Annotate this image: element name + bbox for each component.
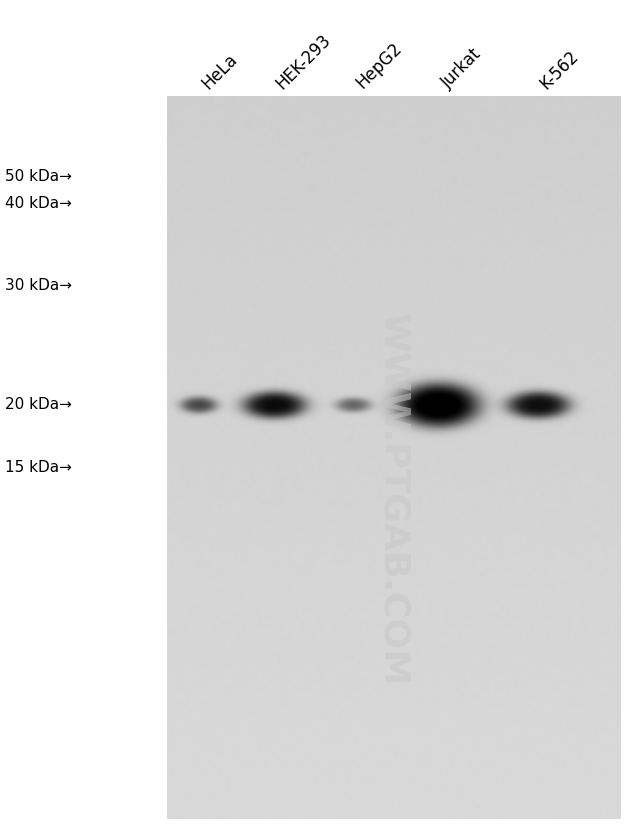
Text: HeLa: HeLa <box>198 50 241 92</box>
Text: HepG2: HepG2 <box>353 39 406 92</box>
Text: K-562: K-562 <box>537 47 583 92</box>
Text: 15 kDa→: 15 kDa→ <box>5 460 72 475</box>
Text: HEK-293: HEK-293 <box>272 30 334 92</box>
Text: 40 kDa→: 40 kDa→ <box>5 196 72 211</box>
Text: 20 kDa→: 20 kDa→ <box>5 397 72 412</box>
Text: 30 kDa→: 30 kDa→ <box>5 278 72 293</box>
Text: WWW.PTGAB.COM: WWW.PTGAB.COM <box>377 313 411 686</box>
Text: Jurkat: Jurkat <box>438 45 484 92</box>
Text: 50 kDa→: 50 kDa→ <box>5 169 72 184</box>
